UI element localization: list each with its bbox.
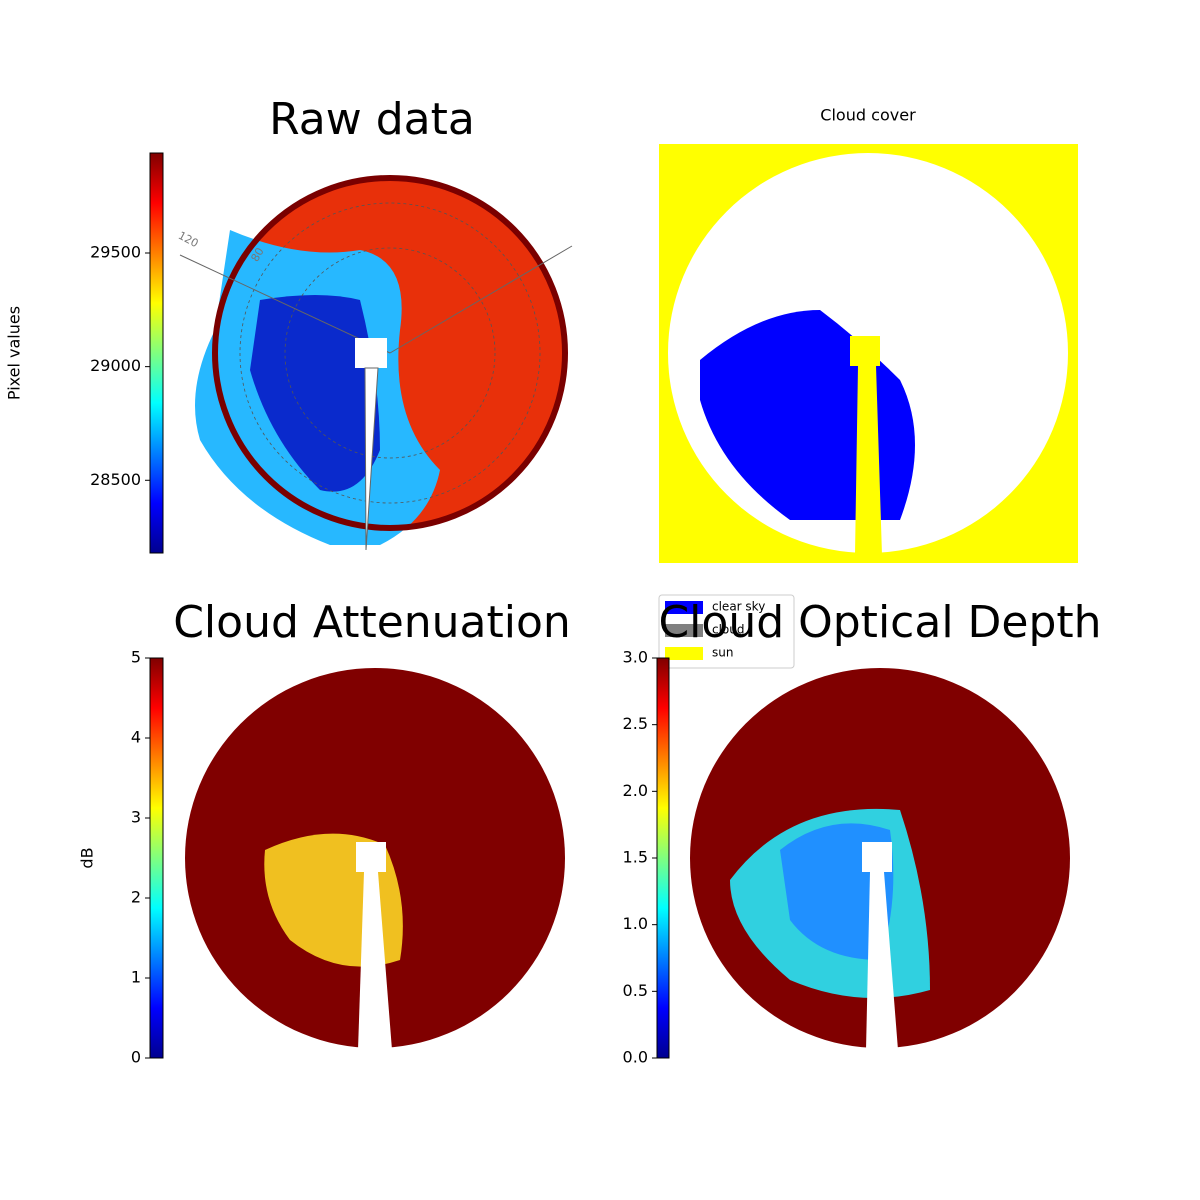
legend-label: cloud xyxy=(712,623,745,637)
colorbar-tick-label: 1.5 xyxy=(623,848,648,867)
colorbar-tick-label: 2 xyxy=(131,888,141,907)
colorbar-tick-label: 0.5 xyxy=(623,981,648,1000)
polar-tick-label: 80 xyxy=(248,245,266,264)
colorbar-label: Pixel values xyxy=(5,306,24,400)
colorbar-tick-label: 1.0 xyxy=(623,914,648,933)
panel-title: Cloud Attenuation xyxy=(173,597,571,648)
colorbar xyxy=(149,657,164,1059)
panel-title: Cloud Optical Depth xyxy=(658,597,1101,648)
colorbar-tick-label: 0.0 xyxy=(623,1048,648,1067)
colorbar-tick-label: 29500 xyxy=(90,243,141,262)
colorbar-tick-label: 0 xyxy=(131,1048,141,1067)
polar-tick-label: 120 xyxy=(176,229,201,250)
colorbar-tick-label: 2.5 xyxy=(623,714,648,733)
panel-title: Cloud cover xyxy=(820,106,916,125)
colorbar-tick-label: 5 xyxy=(131,648,141,667)
colorbar xyxy=(149,152,164,554)
colorbar-tick-label: 2.0 xyxy=(623,781,648,800)
legend-swatch xyxy=(665,647,703,660)
colorbar-tick-label: 3.0 xyxy=(623,648,648,667)
colorbar-tick-label: 3 xyxy=(131,808,141,827)
colorbar-tick-label: 4 xyxy=(131,728,141,747)
colorbar-tick-label: 28500 xyxy=(90,470,141,489)
colorbar xyxy=(656,657,670,1059)
legend-label: clear sky xyxy=(712,600,765,614)
colorbar-tick-label: 29000 xyxy=(90,356,141,375)
colorbar-tick-label: 1 xyxy=(131,968,141,987)
panel-title: Raw data xyxy=(269,94,475,145)
cloud-cover-image xyxy=(659,144,1078,563)
cod-image xyxy=(690,668,1070,1050)
legend-swatch xyxy=(665,601,703,614)
raw-image xyxy=(179,175,573,551)
attenuation-image xyxy=(185,668,565,1050)
legend-label: sun xyxy=(712,646,733,660)
legend-swatch xyxy=(665,624,703,637)
colorbar-label: dB xyxy=(78,847,97,868)
